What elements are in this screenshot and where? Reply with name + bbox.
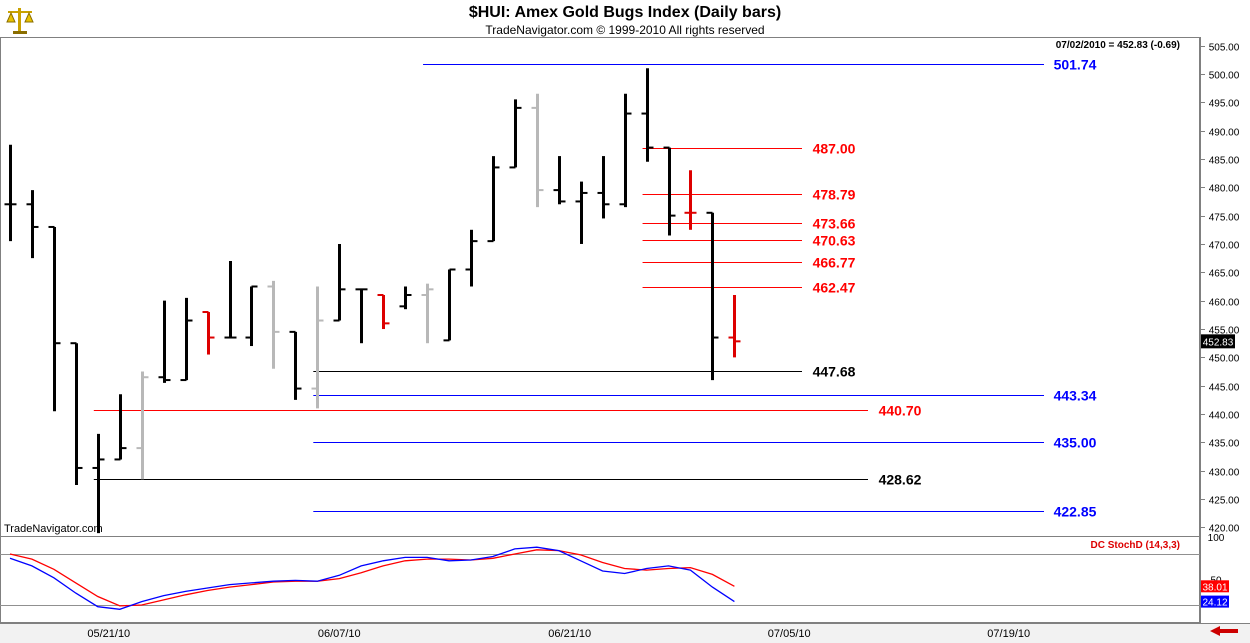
- y-tick-label: 475.00: [1209, 213, 1240, 224]
- ohlc-bar: [246, 287, 258, 347]
- stoch-k-line: [10, 547, 734, 609]
- ohlc-bar: [268, 281, 280, 369]
- level-label: 487.00: [813, 141, 856, 157]
- ohlc-bar: [378, 295, 390, 329]
- price-y-axis: 420.00425.00430.00435.00440.00445.00450.…: [1200, 43, 1240, 535]
- ohlc-bar: [422, 284, 434, 344]
- ohlc-bar: [334, 244, 346, 321]
- ohlc-bar: [5, 145, 17, 241]
- level-label: 470.63: [813, 233, 856, 249]
- x-tick-label: 06/07/10: [318, 628, 361, 640]
- ohlc-bar: [729, 295, 741, 357]
- level-label: 440.70: [879, 403, 922, 419]
- ohlc-bar: [356, 289, 368, 343]
- y-tick-label: 470.00: [1209, 241, 1240, 252]
- ohlc-bar: [576, 182, 588, 244]
- ohlc-bar: [664, 148, 676, 236]
- stoch-title: DC StochD (14,3,3): [1091, 540, 1180, 551]
- y-tick-label: 440.00: [1209, 411, 1240, 422]
- y-tick-label: 490.00: [1209, 128, 1240, 139]
- y-tick-label: 450.00: [1209, 354, 1240, 365]
- stoch-y-tick-label: 100: [1208, 533, 1225, 544]
- y-tick-label: 425.00: [1209, 496, 1240, 507]
- level-label: 422.85: [1054, 504, 1097, 520]
- ohlc-bar: [488, 156, 500, 241]
- stoch-last-value: 38.01: [1202, 582, 1227, 593]
- ohlc-bar: [466, 230, 478, 287]
- x-axis-band: [0, 623, 1250, 643]
- y-tick-label: 430.00: [1209, 468, 1240, 479]
- x-tick-label: 07/05/10: [768, 628, 811, 640]
- stoch-last-value: 24.12: [1202, 598, 1227, 609]
- level-label: 462.47: [813, 280, 856, 296]
- ohlc-bar: [225, 261, 237, 338]
- ohlc-bar: [27, 190, 39, 258]
- x-tick-label: 05/21/10: [87, 628, 130, 640]
- level-label: 447.68: [813, 364, 856, 380]
- watermark-text: TradeNavigator.com: [4, 523, 103, 535]
- ohlc-bar: [49, 227, 61, 411]
- y-tick-label: 465.00: [1209, 269, 1240, 280]
- ohlc-bar: [71, 343, 83, 485]
- level-label: 501.74: [1054, 57, 1097, 73]
- stoch-panel-frame: [1, 537, 1200, 623]
- ohlc-bar: [554, 156, 566, 204]
- level-label: 473.66: [813, 216, 856, 232]
- level-label: 478.79: [813, 187, 856, 203]
- ohlc-bar: [642, 68, 654, 162]
- ohlc-bar: [159, 301, 171, 383]
- last-price-label: 452.83: [1203, 337, 1234, 348]
- x-tick-label: 06/21/10: [548, 628, 591, 640]
- price-panel-frame: [1, 38, 1200, 537]
- ohlc-bar: [444, 269, 456, 340]
- y-tick-label: 495.00: [1209, 99, 1240, 110]
- ohlc-bar: [598, 156, 610, 218]
- ohlc-bar: [510, 99, 522, 167]
- ohlc-bar: [203, 312, 215, 355]
- y-tick-label: 445.00: [1209, 383, 1240, 394]
- y-tick-label: 500.00: [1209, 71, 1240, 82]
- y-tick-label: 480.00: [1209, 184, 1240, 195]
- ohlc-bar: [400, 287, 412, 310]
- level-label: 435.00: [1054, 435, 1097, 451]
- y-tick-label: 485.00: [1209, 156, 1240, 167]
- ohlc-bar: [290, 332, 302, 400]
- y-tick-label: 505.00: [1209, 43, 1240, 54]
- level-label: 428.62: [879, 472, 922, 488]
- y-tick-label: 460.00: [1209, 298, 1240, 309]
- stoch-d-line: [10, 550, 734, 606]
- ohlc-bar: [532, 94, 544, 207]
- level-label: 466.77: [813, 255, 856, 271]
- ohlc-bar: [707, 213, 719, 380]
- ohlc-bar: [93, 434, 105, 533]
- ohlc-bar: [620, 94, 632, 207]
- price-bars: [5, 68, 741, 533]
- ohlc-bar: [115, 394, 127, 459]
- ohlc-bar: [312, 287, 324, 409]
- last-quote-text: 07/02/2010 = 452.83 (-0.69): [1056, 40, 1180, 51]
- y-tick-label: 435.00: [1209, 439, 1240, 450]
- ohlc-bar: [137, 372, 149, 480]
- ohlc-bar: [685, 170, 697, 230]
- x-tick-label: 07/19/10: [987, 628, 1030, 640]
- ohlc-bar: [181, 298, 193, 380]
- level-label: 443.34: [1054, 388, 1097, 404]
